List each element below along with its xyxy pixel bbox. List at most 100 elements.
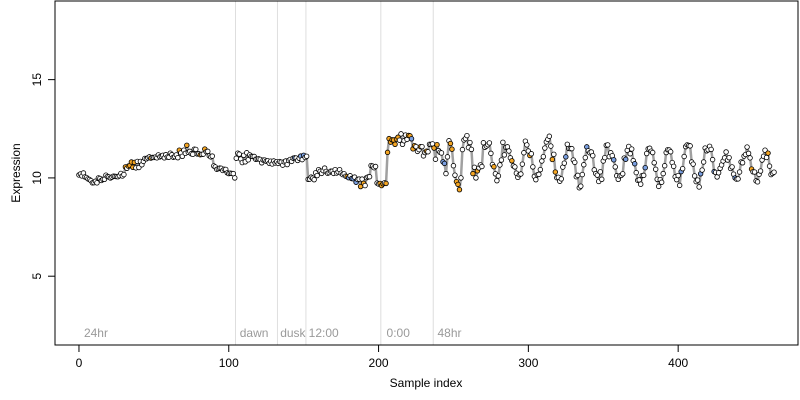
data-point: [694, 177, 701, 183]
data-point: [366, 174, 373, 180]
data-point: [209, 153, 215, 159]
data-point: [419, 143, 425, 150]
data-point: [441, 160, 448, 167]
data-point: [650, 149, 656, 156]
data-point: [572, 159, 578, 166]
data-point: [455, 181, 461, 188]
data-point: [708, 146, 714, 153]
data-point: [569, 145, 575, 152]
data-point: [236, 151, 242, 157]
data-point: [230, 170, 236, 177]
data-point: [392, 141, 398, 147]
x-axis-title: Sample index: [390, 376, 463, 390]
data-point: [521, 150, 527, 156]
data-point: [303, 153, 310, 159]
data-point: [546, 133, 553, 139]
data-point: [681, 153, 687, 160]
data-point: [193, 146, 199, 153]
data-point: [245, 157, 251, 163]
data-point: [470, 170, 476, 177]
data-point: [594, 172, 600, 178]
data-point: [438, 150, 445, 156]
data-point: [563, 154, 569, 160]
data-point: [384, 149, 391, 156]
data-point: [519, 161, 526, 167]
data-point: [425, 149, 431, 155]
data-point: [729, 164, 735, 170]
data-point: [456, 187, 463, 193]
x-tick-label: 200: [369, 356, 389, 370]
segment-annotation: 0:00: [387, 326, 411, 340]
data-point: [709, 156, 716, 163]
data-point: [94, 180, 100, 186]
data-point: [745, 150, 752, 157]
data-point: [660, 170, 666, 177]
x-tick-label: 100: [219, 356, 239, 370]
data-point: [582, 154, 588, 161]
data-point: [612, 164, 618, 170]
y-axis-title: Expression: [9, 143, 23, 202]
data-point: [533, 176, 539, 183]
plot-frame: [54, 0, 799, 346]
data-point: [623, 156, 629, 162]
data-point: [434, 141, 440, 148]
data-point: [638, 181, 644, 187]
data-point: [506, 148, 512, 154]
data-point: [597, 169, 603, 175]
data-point: [590, 152, 596, 159]
data-point: [528, 151, 535, 157]
data-point: [205, 148, 211, 155]
segment-dividers: [235, 1, 434, 345]
y-tick-label: 15: [30, 73, 44, 87]
data-point: [757, 168, 764, 174]
data-point: [488, 150, 494, 157]
data-point: [599, 176, 605, 182]
data-point: [362, 182, 368, 189]
data-point: [549, 156, 556, 163]
data-point: [667, 149, 674, 155]
data-point: [233, 155, 239, 161]
data-point: [558, 176, 565, 182]
data-point: [611, 157, 617, 163]
data-point: [479, 163, 485, 170]
data-point: [449, 146, 455, 152]
data-point: [581, 162, 587, 168]
data-point: [620, 171, 626, 177]
data-point: [627, 151, 633, 157]
data-point: [500, 139, 506, 146]
data-point: [494, 177, 500, 184]
data-point: [641, 172, 647, 179]
data-point: [518, 171, 524, 177]
y-axis: 5 10 15: [30, 73, 55, 280]
data-point: [687, 143, 693, 149]
data-point: [542, 145, 548, 151]
y-tick-label: 10: [30, 171, 44, 185]
data-point: [524, 142, 530, 148]
data-point: [552, 169, 559, 175]
data-point: [473, 175, 479, 181]
segment-annotations: 24hr dawn dusk 12:00 0:00 48hr: [84, 326, 462, 340]
data-point: [575, 172, 581, 179]
x-tick-label: 400: [668, 356, 688, 370]
data-point: [696, 184, 702, 190]
data-point: [726, 154, 732, 161]
data-point: [536, 171, 542, 178]
data-point: [723, 149, 729, 155]
data-point: [452, 172, 458, 178]
y-tick-label: 5: [30, 273, 44, 280]
x-tick-label: 0: [76, 356, 83, 370]
data-point: [670, 163, 677, 170]
segment-annotation: dawn: [240, 326, 269, 340]
segment-annotation: 24hr: [84, 326, 108, 340]
data-point: [501, 152, 508, 158]
data-points: [76, 131, 777, 193]
x-axis: 0 100 200 300 400: [76, 345, 688, 370]
data-point: [491, 164, 497, 170]
data-point: [444, 154, 451, 160]
data-point: [486, 140, 493, 146]
data-point: [498, 157, 505, 163]
data-point: [629, 146, 635, 152]
data-point: [632, 161, 638, 167]
data-point: [372, 163, 379, 170]
x-tick-label: 300: [518, 356, 538, 370]
